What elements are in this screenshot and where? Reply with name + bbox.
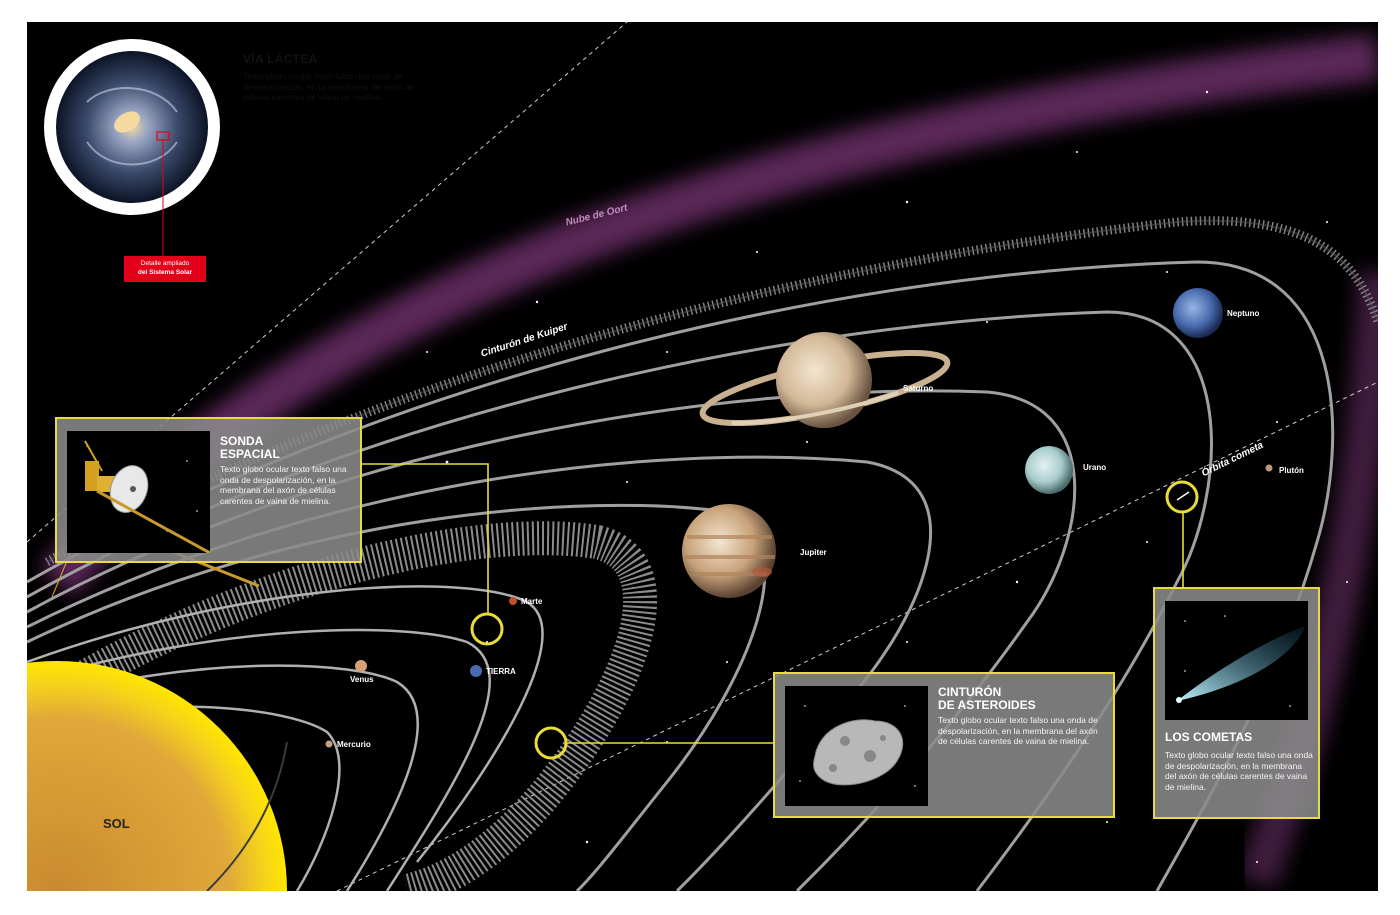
- milky-way-text: Texto globo ocular texto falso una onda …: [243, 71, 415, 102]
- marte-label: Marte: [521, 597, 543, 606]
- mercurio-label: Mercurio: [337, 740, 371, 749]
- comet-icon: [1165, 601, 1308, 720]
- detail-tag: Detalle ampliado del Sistema Solar: [124, 256, 206, 282]
- comets-box: LOS COMETAS Texto globo ocular texto fal…: [1153, 587, 1320, 819]
- probe-icon: [67, 431, 210, 553]
- comets-title: LOS COMETAS: [1165, 730, 1253, 744]
- milky-way-title: VÍA LÁCTEA: [243, 52, 318, 66]
- space-probe-box: SONDA ESPACIAL Texto globo ocular texto …: [55, 417, 362, 563]
- asteroid-belt-title-1: CINTURÓN: [938, 685, 1002, 699]
- neptuno-label: Neptuno: [1227, 309, 1260, 318]
- jupiter-label: Jupiter: [800, 548, 827, 557]
- detail-tag-line1: Detalle ampliado: [140, 260, 190, 267]
- space-probe-image: [67, 431, 210, 553]
- venus-label: Venus: [350, 675, 374, 684]
- detail-tag-line2: del Sistema Solar: [137, 269, 193, 276]
- space-probe-title-1: SONDA: [220, 434, 264, 448]
- pluton-label: Plutón: [1279, 466, 1304, 475]
- saturno-label: Saturno: [903, 384, 934, 393]
- urano-label: Urano: [1083, 463, 1107, 472]
- comet-image: [1165, 601, 1308, 720]
- asteroid-belt-text: Texto globo ocular texto falso una onda …: [938, 715, 1098, 746]
- space-probe-text: Texto globo ocular texto falso una onda …: [220, 464, 347, 506]
- sun-label: SOL: [103, 816, 130, 831]
- comets-text: Texto globo ocular texto falso una onda …: [1165, 750, 1313, 792]
- asteroid-icon: [785, 686, 928, 806]
- asteroid-belt-title-2: DE ASTEROIDES: [938, 698, 1036, 712]
- space-probe-title-2: ESPACIAL: [220, 447, 280, 461]
- solar-system-scene: VÍA LÁCTEA Texto globo ocular texto fals…: [27, 22, 1378, 891]
- tierra-label: TIERRA: [486, 667, 516, 676]
- milky-way-info: VÍA LÁCTEA Texto globo ocular texto fals…: [243, 52, 443, 103]
- asteroid-image: [785, 686, 928, 806]
- asteroid-belt-box: CINTURÓN DE ASTEROIDES Texto globo ocula…: [773, 672, 1115, 818]
